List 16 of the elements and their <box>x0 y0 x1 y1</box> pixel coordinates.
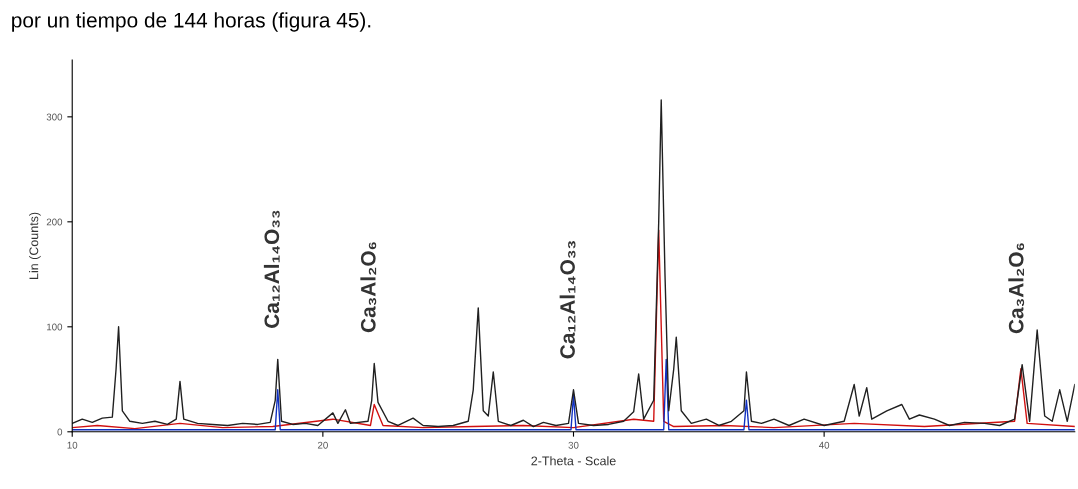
x-axis-title: 2-Theta - Scale <box>531 456 616 466</box>
annotation: Ca₃Al₂O₆ <box>1008 243 1025 334</box>
x-tick-label: 40 <box>818 441 830 449</box>
chart-title: por un tiempo de 144 horas (figura 45). <box>12 12 371 32</box>
annotation: Ca₁₂Al₁₄O₃₃ <box>559 241 576 359</box>
x-tick-label: 30 <box>568 441 579 449</box>
annotation: Ca₃Al₂O₆ <box>360 242 377 333</box>
y-tick-label: 200 <box>46 218 63 226</box>
y-tick-label: 300 <box>46 113 63 121</box>
y-tick-label: 100 <box>47 323 63 331</box>
y-axis-title: Lin (Counts) <box>29 212 41 279</box>
y-tick-label: 0 <box>57 428 63 436</box>
annotation: Ca₁₂Al₁₄O₃₃ <box>263 210 280 328</box>
line-series <box>72 99 1075 428</box>
x-tick-label: 10 <box>67 441 78 449</box>
x-tick-label: 20 <box>317 441 328 449</box>
